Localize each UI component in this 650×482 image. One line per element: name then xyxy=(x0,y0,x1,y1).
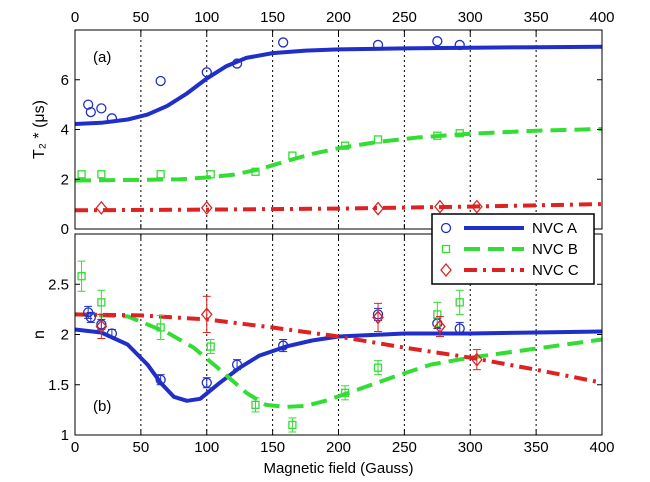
x-tick-label-0: 0 xyxy=(71,439,79,456)
x-tick-label-top-150: 150 xyxy=(260,9,285,26)
y-axis-label-a: T₂ * (μs) xyxy=(31,100,48,159)
legend-marker-nvc-a xyxy=(440,222,452,234)
data-point-nvc-b-9 xyxy=(455,298,464,307)
data-point-nvc-c-2 xyxy=(372,201,384,216)
data-point-nvc-a-10 xyxy=(454,39,465,51)
data-point-nvc-c-2 xyxy=(372,310,384,325)
y-tick-label-6: 6 xyxy=(61,72,69,89)
data-point-nvc-c-4 xyxy=(470,199,483,214)
data-point-nvc-c-3 xyxy=(434,319,446,334)
panel-b: 0 50 100 150 200 250 300 350 400 1 1.5 2 2.5 (b) n Magn… xyxy=(31,233,615,477)
y-tick-label-1: 1 xyxy=(61,427,69,444)
data-point-nvc-b-0 xyxy=(77,272,86,281)
data-point-nvc-c-3 xyxy=(434,199,446,214)
data-point-nvc-a-7 xyxy=(278,37,289,48)
fit-line-nvc-b xyxy=(74,312,603,409)
x-tick-label-top-300: 300 xyxy=(458,9,483,26)
x-tick-label-top-0: 0 xyxy=(71,9,79,26)
data-point-nvc-b-2 xyxy=(156,170,165,179)
x-tick-label-200: 200 xyxy=(326,439,351,456)
data-point-nvc-b-5 xyxy=(288,151,297,160)
data-point-nvc-a-4 xyxy=(155,374,166,385)
fit-line-nvc-c xyxy=(74,312,603,385)
data-point-nvc-a-3 xyxy=(106,113,118,124)
data-point-nvc-a-0 xyxy=(83,99,94,110)
x-tick-label-top-200: 200 xyxy=(326,9,351,26)
data-point-nvc-b-2 xyxy=(156,323,165,332)
x-tick-label-300: 300 xyxy=(458,439,483,456)
x-tick-label-150: 150 xyxy=(260,439,285,456)
data-point-nvc-b-6 xyxy=(340,141,350,150)
data-point-nvc-b-8 xyxy=(433,131,442,140)
data-point-nvc-b-1 xyxy=(97,298,106,307)
legend-marker-nvc-c xyxy=(440,262,452,278)
fit-line-nvc-c xyxy=(74,202,603,213)
panel-b-label: (b) xyxy=(93,398,111,415)
data-point-nvc-b-7 xyxy=(373,135,383,144)
y-tick-label-2: 2 xyxy=(61,171,69,188)
y-tick-label-2.5: 2.5 xyxy=(48,276,69,293)
panel-a-label: (a) xyxy=(93,49,111,66)
data-point-nvc-c-1 xyxy=(200,307,213,322)
data-point-nvc-a-9 xyxy=(432,36,443,47)
data-point-nvc-b-1 xyxy=(97,170,106,179)
data-point-nvc-b-0 xyxy=(77,170,86,179)
data-point-nvc-a-4 xyxy=(155,75,166,87)
data-point-nvc-a-1 xyxy=(85,106,96,118)
y-axis-label-b: n xyxy=(31,330,48,339)
data-point-nvc-a-1 xyxy=(85,312,96,323)
y-tick-label-2: 2 xyxy=(61,327,69,344)
data-point-nvc-a-6 xyxy=(231,58,243,69)
data-point-nvc-b-4 xyxy=(251,167,260,176)
x-tick-label-top-250: 250 xyxy=(392,9,417,26)
x-tick-label-top-400: 400 xyxy=(589,9,614,26)
data-point-nvc-c-1 xyxy=(200,200,213,215)
data-point-nvc-b-4 xyxy=(251,400,260,410)
data-point-nvc-a-5 xyxy=(201,377,212,388)
data-point-nvc-b-9 xyxy=(455,129,464,138)
data-point-nvc-b-7 xyxy=(373,363,383,372)
y-tick-label-4: 4 xyxy=(61,122,69,139)
data-point-nvc-a-5 xyxy=(201,67,212,78)
fit-line-nvc-b xyxy=(74,127,603,183)
x-tick-label-top-50: 50 xyxy=(133,9,150,26)
legend-label-nvc-c: NVC C xyxy=(532,262,579,279)
data-point-nvc-c-0 xyxy=(95,319,108,334)
data-point-nvc-a-8 xyxy=(372,39,384,51)
data-point-nvc-b-6 xyxy=(340,388,350,397)
y-tick-label-0: 0 xyxy=(61,221,69,238)
data-point-nvc-a-7 xyxy=(278,340,289,351)
x-tick-label-350: 350 xyxy=(524,439,549,456)
x-tick-label-250: 250 xyxy=(392,439,417,456)
y-tick-label-1.5: 1.5 xyxy=(48,377,69,394)
legend-marker-nvc-b xyxy=(441,244,451,254)
x-tick-label-400: 400 xyxy=(589,439,614,456)
data-point-nvc-a-10 xyxy=(454,323,465,334)
data-point-nvc-c-0 xyxy=(95,200,108,215)
x-tick-label-100: 100 xyxy=(194,439,219,456)
data-point-nvc-a-2 xyxy=(96,103,107,114)
fit-line-nvc-a xyxy=(74,44,603,126)
data-point-nvc-b-8 xyxy=(433,310,442,319)
data-point-nvc-a-6 xyxy=(231,359,243,370)
x-tick-label-50: 50 xyxy=(133,439,150,456)
panel-a-frame xyxy=(74,29,603,230)
legend-label-nvc-a: NVC A xyxy=(532,220,577,237)
data-point-nvc-c-4 xyxy=(470,352,483,367)
legend-label-nvc-b: NVC B xyxy=(532,241,578,258)
legend: NVC A NVC B NVC C xyxy=(431,213,595,285)
panel-a: 0 50 100 150 200 250 300 350 400 0 2 4 6 (a) T₂ * (μs) xyxy=(31,9,615,238)
data-point-nvc-b-5 xyxy=(288,420,297,430)
x-tick-label-top-100: 100 xyxy=(194,9,219,26)
x-tick-label-top-350: 350 xyxy=(524,9,549,26)
data-point-nvc-b-3 xyxy=(206,342,215,351)
data-point-nvc-a-3 xyxy=(106,328,118,339)
fit-line-nvc-a xyxy=(74,327,603,403)
x-axis-label: Magnetic field (Gauss) xyxy=(263,460,413,477)
data-point-nvc-b-3 xyxy=(206,170,215,179)
